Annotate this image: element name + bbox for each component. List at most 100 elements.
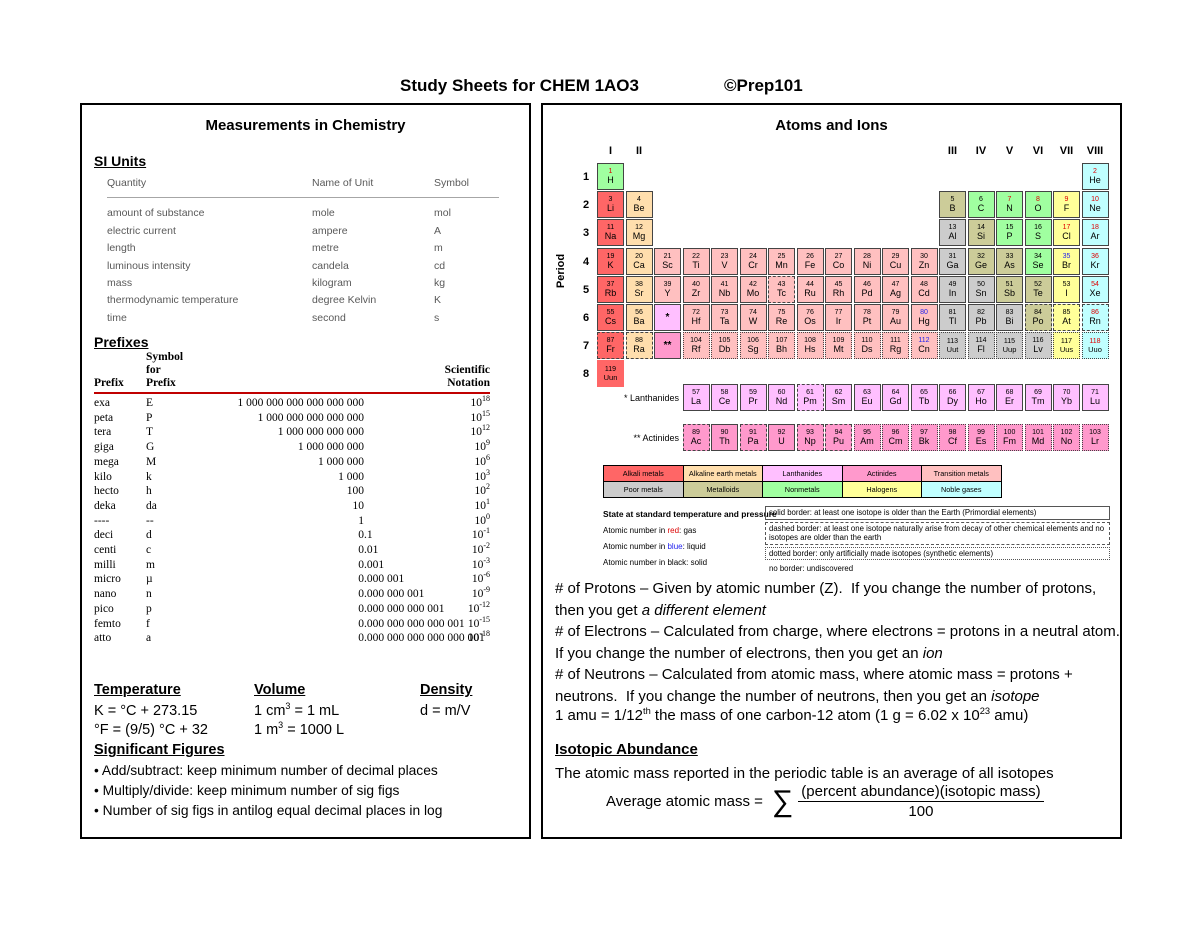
element-symbol: Uup bbox=[1002, 344, 1017, 354]
element-symbol: B bbox=[949, 203, 956, 214]
element-symbol: Lu bbox=[1089, 396, 1100, 406]
element-symbol: Sm bbox=[831, 396, 846, 406]
atomic-number: 119 bbox=[604, 366, 617, 374]
element-cell: 102 No bbox=[1053, 424, 1080, 451]
element-symbol: Cs bbox=[605, 316, 616, 326]
element-cell: 16 S bbox=[1024, 219, 1052, 247]
element-cell: 48 Cd bbox=[910, 275, 938, 303]
text-segment: amu) bbox=[990, 707, 1029, 724]
prefix-value-frac: .000 000 000 001 bbox=[364, 602, 445, 615]
atomic-number: 25 bbox=[777, 252, 786, 260]
element-symbol: Ge bbox=[974, 259, 987, 270]
element-symbol: Ba bbox=[633, 316, 645, 326]
text-segment: : liquid bbox=[682, 542, 706, 551]
element-symbol: Hf bbox=[691, 316, 701, 326]
atomic-number: 45 bbox=[834, 280, 843, 288]
si-cell: s bbox=[434, 311, 440, 324]
atoms-ions-panel: Atoms and Ions I II III IV V VI VII VIII 1 2 3 4 5 6 7… bbox=[541, 103, 1122, 839]
element-cell: * bbox=[654, 304, 681, 331]
si-cell: mole bbox=[312, 207, 335, 220]
atomic-number: 93 bbox=[806, 429, 814, 436]
si-cell: candela bbox=[312, 259, 349, 272]
period-axis-label: Period bbox=[555, 253, 567, 289]
element-cell: 114 Fl bbox=[967, 332, 995, 360]
element-cell: 88 Ra bbox=[625, 332, 653, 360]
prefix-value-int: 1 000 000 bbox=[318, 455, 364, 468]
atomic-number: 67 bbox=[977, 389, 985, 396]
text-segment: 23 bbox=[979, 706, 991, 716]
lanthanides-label: * Lanthanides bbox=[623, 393, 679, 403]
atomic-number: 87 bbox=[606, 337, 615, 345]
state-legend-heading: State at standard temperature and pressu… bbox=[603, 509, 777, 519]
group-label: VII bbox=[1059, 145, 1074, 157]
text-segment: # of Protons – Given by atomic number (Z… bbox=[555, 580, 1101, 619]
formula-line: °F = (9/5) °C + 32 bbox=[94, 722, 208, 738]
prefix-column-header: Prefix bbox=[94, 377, 124, 389]
period-number: 5 bbox=[582, 283, 590, 296]
element-symbol: Co bbox=[832, 259, 845, 270]
element-cell: 73 Ta bbox=[711, 304, 738, 331]
atomic-number: 14 bbox=[977, 224, 985, 232]
atomic-number: 10 bbox=[1091, 196, 1099, 204]
element-cell: 42 Mo bbox=[739, 275, 767, 303]
element-cell: 53 I bbox=[1053, 275, 1080, 303]
element-cell: 37 Rb bbox=[597, 275, 624, 303]
element-cell: 79 Au bbox=[882, 304, 909, 331]
prefix-name: deci bbox=[94, 529, 114, 542]
measurements-title: Measurements in Chemistry bbox=[205, 117, 406, 134]
period-number: 6 bbox=[582, 312, 590, 324]
element-symbol: Cf bbox=[948, 436, 957, 446]
prefix-notation: 1015 bbox=[470, 408, 491, 424]
prefix-notation: 106 bbox=[474, 452, 491, 468]
atomic-number: 81 bbox=[948, 309, 957, 316]
element-cell: 51 Sb bbox=[996, 275, 1023, 303]
element-cell: 66 Dy bbox=[939, 384, 966, 411]
element-cell: 112 Cn bbox=[910, 332, 938, 360]
element-symbol: Pa bbox=[747, 436, 759, 446]
element-cell: 13 Al bbox=[939, 219, 966, 247]
atomic-number: 30 bbox=[920, 252, 928, 260]
atomic-number: 113 bbox=[946, 337, 959, 345]
atomic-number: 109 bbox=[832, 337, 845, 345]
element-cell: ** bbox=[654, 332, 681, 360]
element-cell: 41 Nb bbox=[711, 275, 738, 303]
element-symbol: Pd bbox=[861, 287, 873, 298]
legend-row: Alkali metals Alkaline earth metals Lantha… bbox=[603, 465, 1002, 482]
group-label: VIII bbox=[1086, 145, 1104, 157]
element-cell: 94 Pu bbox=[825, 424, 852, 451]
element-symbol: Uus bbox=[1059, 344, 1074, 354]
atomic-number: 48 bbox=[920, 280, 928, 288]
element-symbol: Rn bbox=[1089, 316, 1101, 326]
prefix-symbol: a bbox=[146, 632, 152, 645]
prefix-symbol-header: Symbol for Prefix bbox=[146, 351, 184, 389]
element-symbol: P bbox=[1006, 231, 1013, 242]
sig-fig-bullet: • Number of sig figs in antilog equal de… bbox=[94, 803, 443, 818]
fraction: (percent abundance)(isotopic mass) 100 bbox=[798, 783, 1044, 820]
element-symbol: In bbox=[948, 287, 957, 298]
atomic-number: 34 bbox=[1034, 252, 1042, 260]
element-symbol: Mt bbox=[833, 344, 844, 355]
atomic-number: 101 bbox=[1032, 429, 1044, 436]
note-paragraph: # of Neutrons – Calculated from atomic m… bbox=[555, 664, 1120, 707]
element-symbol: Es bbox=[975, 436, 987, 446]
particle-notes: # of Protons – Given by atomic number (Z… bbox=[555, 578, 1120, 707]
prefix-value-int: 0 bbox=[358, 632, 364, 645]
element-cell: 89 Ac bbox=[682, 424, 710, 451]
prefix-name: kilo bbox=[94, 470, 112, 483]
prefix-value-int: 1 000 bbox=[338, 470, 364, 483]
prefixes-table: Prefix Symbol for Prefix Scientific Notation e… bbox=[94, 351, 494, 646]
element-symbol: Ho bbox=[975, 396, 987, 406]
si-cell: kg bbox=[434, 277, 446, 290]
atomic-number: 79 bbox=[891, 309, 900, 316]
element-symbol: Md bbox=[1031, 436, 1045, 446]
element-symbol: Ds bbox=[861, 344, 873, 355]
state-legend-item: Atomic number in black: solid bbox=[603, 558, 777, 567]
text-segment: 1 amu = 1/12 bbox=[555, 707, 643, 724]
atomic-number: 4 bbox=[637, 196, 641, 204]
element-cell: 115 Uup bbox=[996, 332, 1023, 360]
element-cell: 15 P bbox=[996, 219, 1023, 247]
text-segment: : solid bbox=[686, 558, 708, 567]
atomic-number: 76 bbox=[806, 309, 814, 316]
element-cell: 78 Pt bbox=[853, 304, 881, 331]
element-cell: 86 Rn bbox=[1081, 304, 1109, 331]
